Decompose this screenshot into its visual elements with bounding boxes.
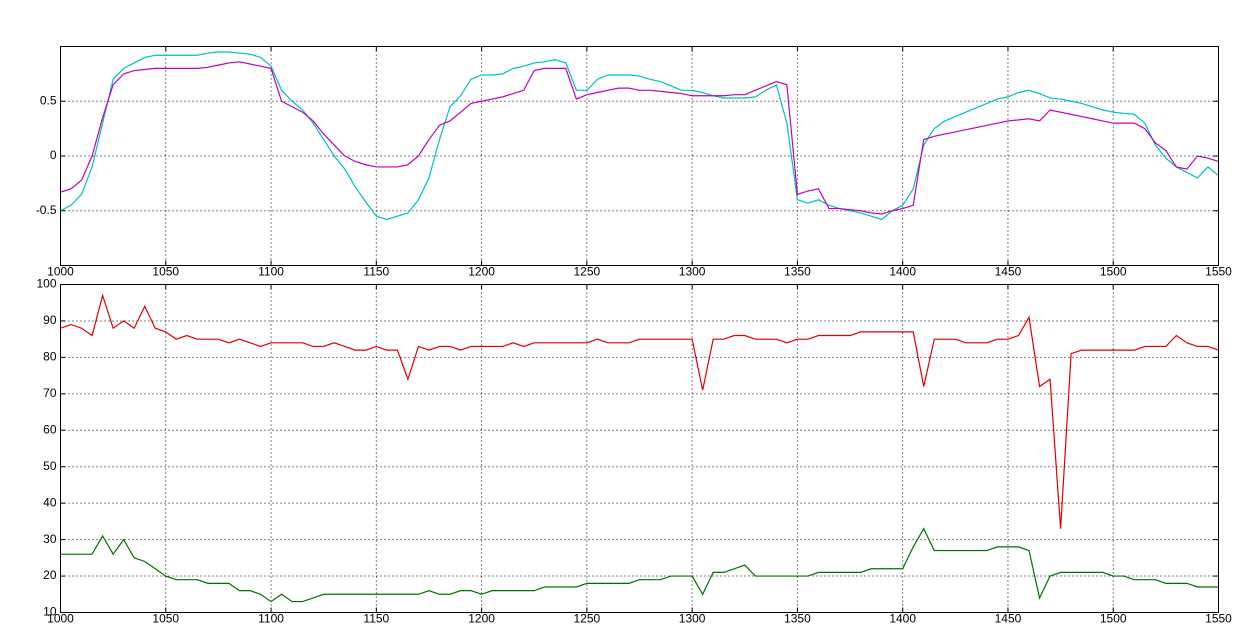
y-tick-label: 30 — [43, 532, 57, 546]
x-tick-label: 1100 — [258, 612, 284, 626]
x-tick-label: 1350 — [784, 612, 811, 626]
axes-frame — [60, 46, 1219, 266]
x-tick-label: 1450 — [995, 265, 1022, 279]
x-tick-label: 1000 — [47, 265, 74, 279]
axes-frame — [60, 284, 1219, 613]
y-tick-label: 70 — [43, 386, 57, 400]
x-tick-label: 1200 — [468, 265, 495, 279]
data-line — [60, 527, 1219, 603]
data-line — [60, 293, 1219, 529]
x-tick-label: 1550 — [1205, 612, 1232, 626]
x-tick-label: 1250 — [574, 265, 601, 279]
plot-area — [60, 284, 1219, 613]
y-tick-label: 50 — [43, 459, 57, 473]
x-tick-label: 1550 — [1205, 265, 1232, 279]
x-tick-label: 1250 — [574, 612, 601, 626]
x-tick-label: 1000 — [47, 612, 74, 626]
x-tick-label: 1450 — [995, 612, 1022, 626]
y-tick-label: 60 — [43, 422, 57, 436]
x-tick-label: 1200 — [468, 612, 495, 626]
x-tick-label: 1300 — [679, 612, 706, 626]
y-tick-label: 100 — [36, 277, 56, 291]
y-tick-label: 0 — [50, 148, 57, 162]
x-tick-label: 1400 — [889, 265, 916, 279]
y-tick-label: 90 — [43, 313, 57, 327]
data-line — [60, 51, 1219, 221]
x-tick-label: 1150 — [363, 265, 389, 279]
x-tick-label: 1150 — [363, 612, 389, 626]
x-tick-label: 1050 — [152, 265, 179, 279]
y-tick-label: 0.5 — [40, 93, 57, 107]
y-tick-label: 80 — [43, 350, 57, 364]
y-tick-label: -0.5 — [36, 203, 57, 217]
x-tick-label: 1400 — [889, 612, 916, 626]
y-tick-label: 40 — [43, 495, 57, 509]
x-tick-label: 1500 — [1100, 612, 1127, 626]
x-tick-label: 1050 — [152, 612, 179, 626]
y-tick-label: 20 — [43, 568, 57, 582]
x-tick-label: 1500 — [1100, 265, 1127, 279]
data-line — [60, 61, 1219, 215]
x-tick-label: 1350 — [784, 265, 811, 279]
x-tick-label: 1300 — [679, 265, 706, 279]
y-tick-label: 10 — [43, 605, 57, 619]
x-tick-label: 1100 — [258, 265, 284, 279]
